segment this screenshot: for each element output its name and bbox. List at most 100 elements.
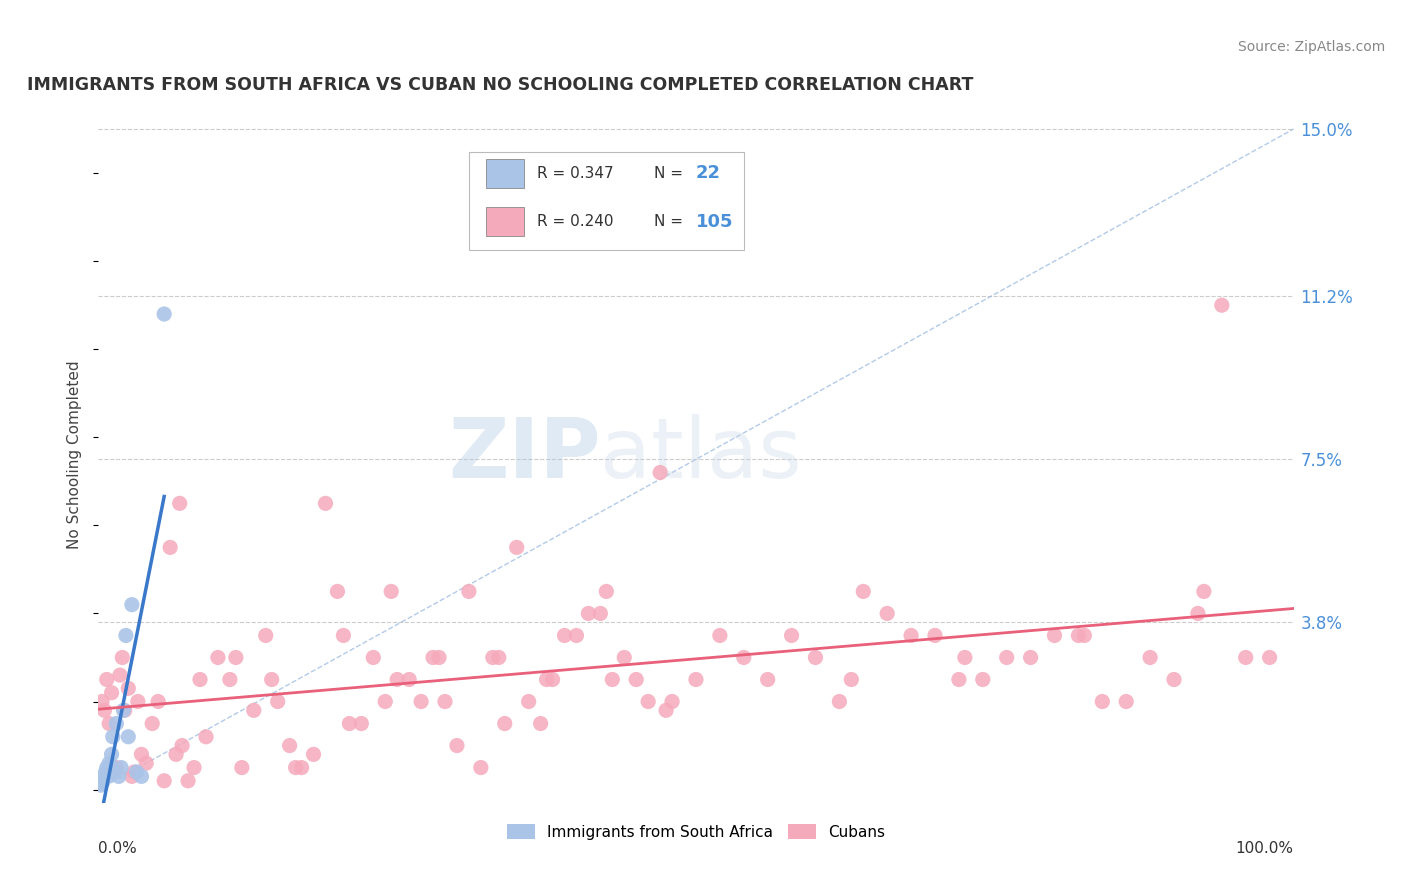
Point (470, 761, 492, 775)
Text: 105: 105 (696, 213, 734, 231)
Text: R = 0.240: R = 0.240 (537, 214, 613, 229)
FancyBboxPatch shape (485, 159, 524, 187)
Point (530, 716, 553, 731)
Point (98, 761, 122, 775)
Point (195, 730, 218, 744)
Point (733, 650, 755, 665)
Point (1115, 694, 1137, 708)
Text: R = 0.347: R = 0.347 (537, 166, 613, 181)
Point (105, 761, 128, 775)
Point (972, 673, 994, 687)
Point (90, 778, 112, 792)
Text: N =: N = (654, 214, 683, 229)
Point (1019, 650, 1042, 665)
Point (121, 598, 143, 612)
Point (385, 673, 409, 687)
Point (1258, 650, 1281, 665)
Text: Source: ZipAtlas.com: Source: ZipAtlas.com (1237, 40, 1385, 54)
Point (363, 650, 385, 665)
Point (91, 776, 114, 790)
Point (804, 650, 827, 665)
Point (1234, 650, 1257, 665)
Point (589, 607, 612, 621)
Point (488, 650, 510, 665)
Point (924, 628, 946, 642)
Point (541, 673, 564, 687)
Point (953, 650, 976, 665)
Point (780, 628, 803, 642)
Point (661, 694, 683, 708)
FancyBboxPatch shape (470, 153, 744, 250)
Point (124, 764, 146, 779)
Point (98, 756, 121, 771)
Point (114, 703, 136, 717)
Point (1073, 628, 1095, 642)
Point (536, 673, 558, 687)
Point (131, 747, 153, 762)
Point (554, 628, 576, 642)
Text: N =: N = (654, 166, 683, 181)
Point (494, 716, 516, 731)
Point (626, 673, 648, 687)
Point (332, 628, 354, 642)
Point (117, 730, 139, 744)
Point (434, 694, 457, 708)
Text: IMMIGRANTS FROM SOUTH AFRICA VS CUBAN NO SCHOOLING COMPLETED CORRELATION CHART: IMMIGRANTS FROM SOUTH AFRICA VS CUBAN NO… (27, 77, 973, 95)
Point (595, 584, 617, 599)
Point (398, 673, 420, 687)
Point (506, 541, 529, 555)
Point (111, 650, 134, 665)
Point (411, 694, 433, 708)
Point (115, 628, 138, 642)
Point (756, 673, 779, 687)
Text: 22: 22 (696, 164, 721, 182)
Point (709, 628, 731, 642)
Point (1067, 628, 1090, 642)
Point (135, 756, 157, 771)
Point (117, 681, 139, 696)
Point (565, 628, 588, 642)
Point (169, 496, 191, 510)
Point (315, 496, 337, 510)
Point (107, 769, 129, 783)
Point (243, 703, 266, 717)
Legend: Immigrants from South Africa, Cubans: Immigrants from South Africa, Cubans (499, 816, 893, 847)
Point (876, 607, 898, 621)
Point (110, 761, 132, 775)
Text: ZIP: ZIP (449, 415, 600, 495)
Point (96, 761, 118, 775)
Y-axis label: No Schooling Completed: No Schooling Completed (67, 360, 83, 549)
Point (103, 764, 125, 779)
Point (177, 773, 200, 788)
Point (267, 694, 290, 708)
Point (427, 650, 450, 665)
Point (841, 673, 863, 687)
Point (112, 703, 135, 717)
Point (131, 769, 153, 783)
Point (1091, 694, 1114, 708)
Point (207, 650, 229, 665)
Point (685, 673, 707, 687)
Point (1192, 584, 1215, 599)
Point (172, 739, 194, 753)
Point (422, 650, 444, 665)
Point (100, 686, 122, 700)
Point (153, 307, 176, 321)
Point (278, 739, 301, 753)
Point (183, 761, 205, 775)
Point (517, 694, 540, 708)
Point (350, 716, 373, 731)
Point (948, 673, 970, 687)
Point (101, 730, 124, 744)
Point (339, 716, 361, 731)
Point (302, 747, 325, 762)
Point (100, 747, 122, 762)
Point (148, 694, 170, 708)
Point (1163, 673, 1185, 687)
Point (446, 739, 468, 753)
Point (1187, 607, 1209, 621)
Point (852, 584, 875, 599)
Point (1139, 650, 1161, 665)
Point (900, 628, 922, 642)
Point (153, 773, 176, 788)
